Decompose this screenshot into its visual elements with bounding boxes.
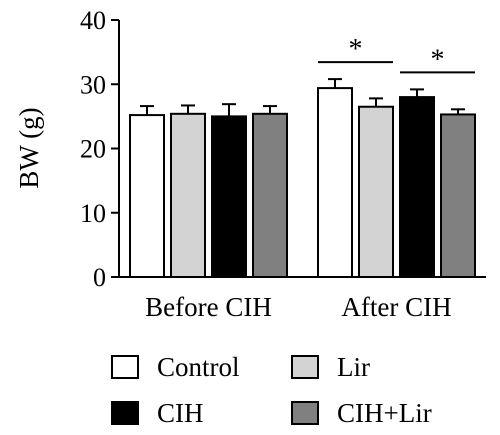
x-tick-label: Before CIH: [145, 292, 272, 322]
bar-cih-lir: [252, 112, 288, 279]
y-axis-label: BW (g): [14, 107, 44, 188]
legend-label: Lir: [337, 352, 370, 382]
x-tick-label: After CIH: [341, 292, 451, 322]
bar-lir: [170, 112, 206, 279]
y-tick-label: 0: [93, 263, 106, 292]
legend-swatch: [291, 401, 319, 425]
legend-label: CIH+Lir: [337, 398, 432, 428]
bar-cih: [211, 115, 247, 278]
y-tick-label: 20: [80, 135, 106, 164]
legend-label: Control: [157, 352, 240, 382]
significance-star: *: [349, 34, 363, 65]
bar-control: [317, 87, 353, 279]
bar-lir: [358, 105, 394, 278]
y-tick-label: 30: [80, 70, 106, 99]
significance-annotations: * *: [318, 34, 475, 75]
bar-cih-lir: [440, 113, 476, 279]
legend-swatch: [111, 355, 139, 379]
bar-cih: [399, 96, 435, 278]
bars: [129, 78, 476, 279]
significance-star: *: [431, 44, 445, 75]
bar-control: [129, 114, 165, 278]
legend-swatch: [291, 355, 319, 379]
axes: 0 10 20 30 40 Before CIH After CIH: [80, 6, 486, 322]
y-tick-label: 40: [80, 6, 106, 35]
legend: Control Lir CIH CIH+Lir: [111, 352, 432, 428]
legend-swatch: [111, 401, 139, 425]
legend-label: CIH: [157, 398, 204, 428]
y-tick-label: 10: [80, 199, 106, 228]
